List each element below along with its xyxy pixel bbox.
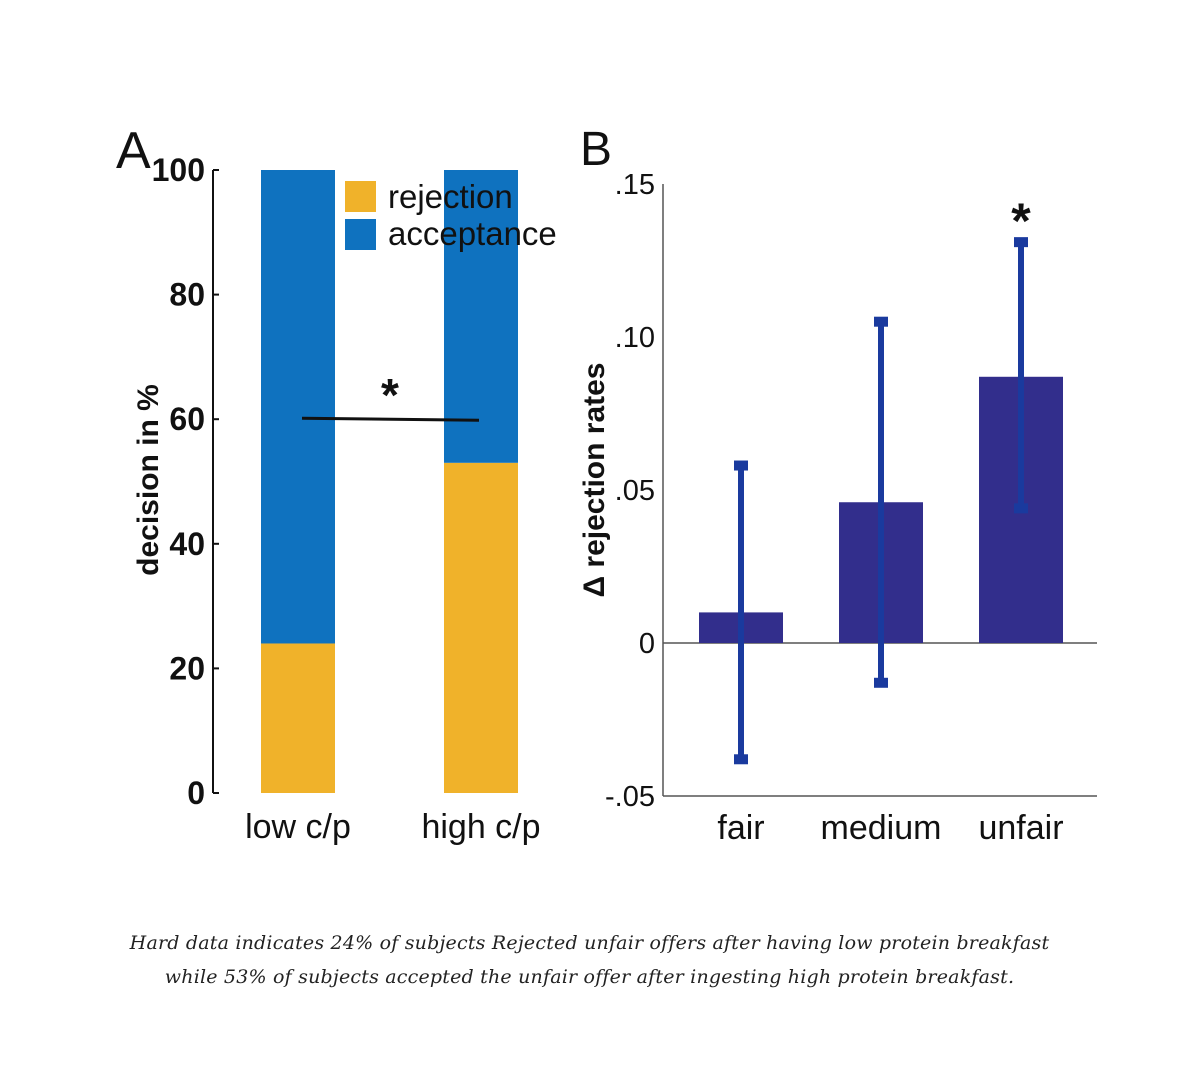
- bar-acceptance-high-c-p: [444, 170, 518, 463]
- panel-b-error-bars: [734, 237, 1028, 765]
- panel-b-x-tick-labels: fair medium unfair: [717, 809, 1063, 847]
- panel-a-x-tick-labels: low c/p high c/p: [245, 808, 540, 846]
- error-cap-high-unfair: [1014, 237, 1028, 248]
- panel-b-y-tick-label: -.05: [605, 781, 655, 813]
- panel-b-chart: B Δ rejection rates -.05 0 .05 .10 .15 fair m…: [578, 123, 1097, 847]
- caption-line-2: while 53% of subjects accepted the unfai…: [164, 966, 1015, 988]
- panel-a-y-tick-label: 60: [169, 401, 205, 437]
- panel-b-x-tick-label: medium: [821, 809, 942, 847]
- panel-a-chart: A decision in % 0 20 40 60 80 100 low c/p high…: [116, 122, 557, 846]
- panel-b-x-tick-label: unfair: [978, 809, 1063, 847]
- panel-b-y-tick-label: .10: [615, 322, 655, 354]
- panel-a-significance: *: [301, 369, 480, 422]
- bar-rejection-low-c-p: [261, 643, 335, 793]
- panel-a-y-tick-label: 0: [187, 775, 205, 811]
- panel-a-y-axis: 0 20 40 60 80 100: [152, 152, 219, 811]
- panel-b-y-axis-label: Δ rejection rates: [578, 363, 611, 598]
- legend-swatch-acceptance: [345, 219, 376, 250]
- panel-b-x-tick-label: fair: [717, 809, 764, 847]
- panel-a-x-tick-label: low c/p: [245, 808, 351, 846]
- panel-b-y-tick-label: .05: [615, 475, 655, 507]
- legend-label-acceptance: acceptance: [388, 215, 557, 252]
- panel-a-legend: rejection acceptance: [345, 178, 557, 252]
- panel-a-x-tick-label: high c/p: [421, 808, 540, 846]
- legend-label-rejection: rejection: [388, 178, 513, 215]
- panel-a-label: A: [116, 122, 151, 180]
- panel-b-significance: *: [1011, 193, 1031, 249]
- bar-acceptance-low-c-p: [261, 170, 335, 644]
- legend-swatch-rejection: [345, 181, 376, 212]
- error-cap-low-fair: [734, 754, 748, 765]
- panel-b-y-tick-label: 0: [639, 628, 655, 660]
- error-cap-high-medium: [874, 316, 888, 327]
- panel-b-label: B: [580, 123, 612, 176]
- significance-star: *: [381, 369, 399, 421]
- error-cap-low-medium: [874, 677, 888, 688]
- panel-a-y-tick-label: 20: [169, 650, 205, 686]
- panel-b-y-axis: -.05 0 .05 .10 .15: [605, 169, 1097, 813]
- panel-b-y-tick-label: .15: [615, 169, 655, 201]
- error-cap-low-unfair: [1014, 503, 1028, 514]
- caption-line-1: Hard data indicates 24% of subjects Reje…: [129, 932, 1050, 954]
- panel-a-y-tick-label: 80: [169, 277, 205, 313]
- error-cap-high-fair: [734, 460, 748, 471]
- panel-a-y-tick-label: 100: [152, 152, 205, 188]
- panel-a-y-axis-label: decision in %: [132, 384, 165, 576]
- significance-line: [301, 416, 480, 422]
- significance-star: *: [1011, 193, 1031, 249]
- panel-a-y-tick-label: 40: [169, 526, 205, 562]
- panel-a-bars: [261, 170, 518, 793]
- bar-rejection-high-c-p: [444, 462, 518, 793]
- figure: A decision in % 0 20 40 60 80 100 low c/p high…: [116, 122, 1097, 847]
